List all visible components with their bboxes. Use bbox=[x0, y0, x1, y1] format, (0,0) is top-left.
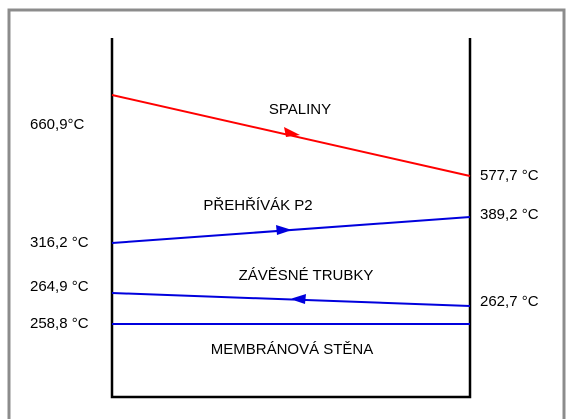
temp-label: 577,7 °C bbox=[480, 167, 539, 184]
arrow bbox=[276, 225, 292, 235]
stream-label: PŘEHŘÍVÁK P2 bbox=[203, 197, 312, 214]
temp-label: 258,8 °C bbox=[30, 315, 89, 332]
hanger-tubes-line bbox=[111, 292, 471, 307]
stream-label: ZÁVĚSNÉ TRUBKY bbox=[239, 267, 374, 284]
temp-label: 316,2 °C bbox=[30, 234, 89, 251]
temp-label: 264,9 °C bbox=[30, 278, 89, 295]
stream-label: SPALINY bbox=[269, 101, 331, 118]
stream-label: MEMBRÁNOVÁ STĚNA bbox=[211, 341, 374, 358]
temp-label: 262,7 °C bbox=[480, 293, 539, 310]
arrow bbox=[290, 294, 306, 304]
arrow bbox=[284, 127, 300, 137]
temp-label: 389,2 °C bbox=[480, 206, 539, 223]
temp-label: 660,9°C bbox=[30, 116, 85, 133]
frame bbox=[7, 8, 566, 419]
